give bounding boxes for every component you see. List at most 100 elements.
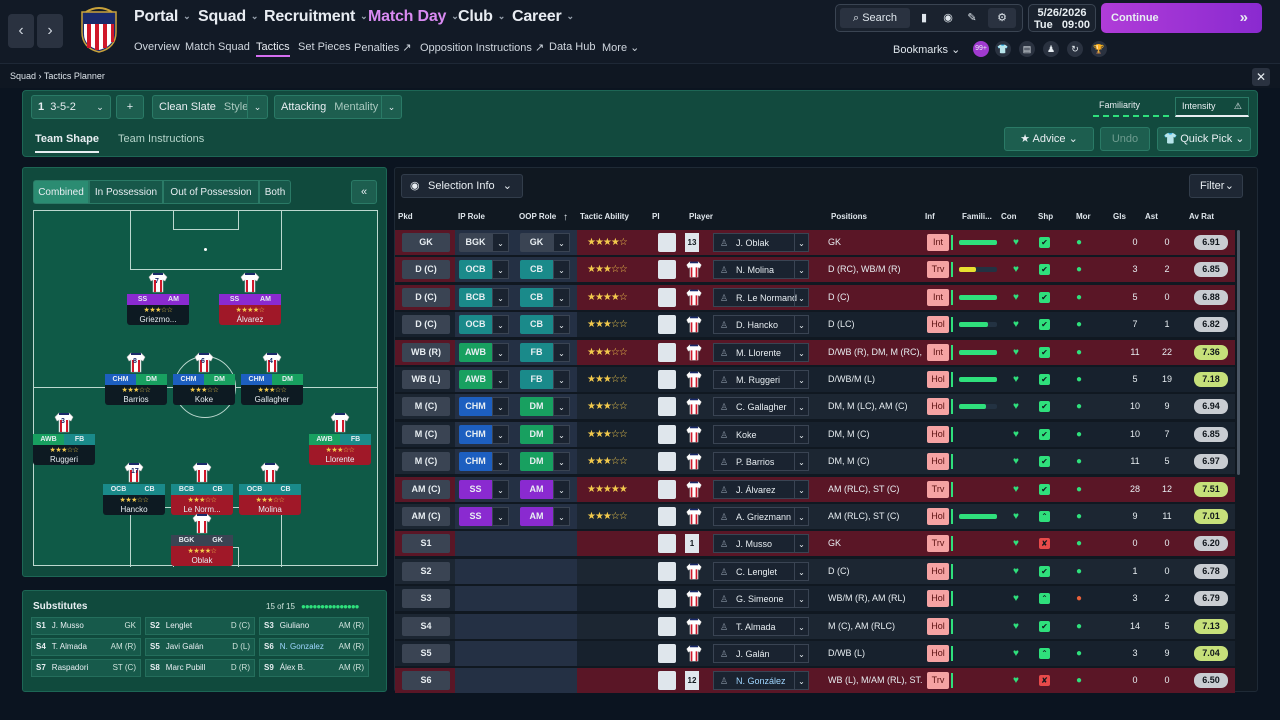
ip-role-badge[interactable]: BGK [459,233,492,252]
column-header[interactable]: Gls [1113,212,1126,221]
player-instructions-icon[interactable] [658,507,676,526]
picked-position-button[interactable]: D (C) [402,287,450,307]
table-row[interactable]: M (C) CHM ⌄ DM ⌄ ★★★☆☆ ♙ Koke ⌄ DM, M (C) Hol ♥ ✔ ● 10… [395,421,1235,447]
chevron-down-icon[interactable]: ⌄ [553,479,570,499]
pitch-player[interactable]: SS AM ★★★☆☆ Griezmo... 7 [127,271,189,325]
substitute-item[interactable]: S6 N. Gonzalez AM (R) [259,638,369,656]
chevron-down-icon[interactable]: ⌄ [553,260,570,280]
pitch-player[interactable]: OCB CB ★★★☆☆ Molina [239,461,301,515]
pitch-player[interactable]: CHM DM ★★★☆☆ Barrios 8 [105,351,167,405]
column-header[interactable]: Inf [925,212,935,221]
column-header[interactable]: Pkd [398,212,413,221]
column-header[interactable]: Positions [831,212,868,221]
picked-position-button[interactable]: S2 [402,561,450,581]
submenu-opposition-instructions[interactable]: Opposition Instructions ↗ [420,42,545,54]
player-instructions-icon[interactable] [658,315,676,335]
pitch-player[interactable]: AWB FB ★★★☆☆ Llorente [309,411,371,465]
oop-role-badge[interactable]: DM [520,397,553,417]
column-header[interactable]: Con [1001,212,1017,221]
chevron-down-icon[interactable]: ⌄ [492,315,509,335]
pitch-player[interactable]: BCB CB ★★★☆☆ Le Norm... [171,461,233,515]
player-select[interactable]: ♙ D. Hancko ⌄ [713,315,809,335]
picked-position-button[interactable]: S1 [402,534,450,554]
player-instructions-icon[interactable] [658,370,676,389]
ip-role-badge[interactable]: AWB [459,342,492,362]
chevron-down-icon[interactable]: ⌄ [492,287,509,307]
column-header[interactable]: OOP Role [519,212,557,221]
picked-position-button[interactable]: S3 [402,589,450,609]
table-row[interactable]: AM (C) SS ⌄ AM ⌄ ★★★☆☆ ♙ A. Griezmann ⌄ AM (RLC),… [395,504,1235,529]
chevron-down-icon[interactable]: ⌄ [492,342,509,362]
player-select[interactable]: ♙ G. Simeone ⌄ [713,589,809,609]
chevron-down-icon[interactable]: ⌄ [492,424,509,444]
trophy-icon[interactable]: 🏆 [1091,41,1107,57]
column-header[interactable]: IP Role [458,212,485,221]
table-row[interactable]: S3 ♙ G. Simeone ⌄ WB/M (R), AM (RL) Hol ♥ ⌃ ● 3 2 6… [395,586,1235,612]
pitch-tab-out-of-possession[interactable]: Out of Possession [163,180,259,204]
pitch-tab-combined[interactable]: Combined [33,180,89,204]
menu-squad[interactable]: Squad ⌄ [198,8,259,25]
column-header[interactable]: Tactic Ability [580,212,629,221]
player-instructions-icon[interactable] [658,233,676,252]
table-row[interactable]: M (C) CHM ⌄ DM ⌄ ★★★☆☆ ♙ C. Gallagher ⌄ DM, M (LC… [395,394,1235,420]
player-select[interactable]: ♙ R. Le Normand ⌄ [713,287,809,307]
player-instructions-icon[interactable] [658,561,676,581]
column-header[interactable]: Mor [1076,212,1091,221]
familiarity-meter[interactable]: Familiarity [1093,97,1169,117]
ip-role-badge[interactable]: CHM [459,424,492,444]
picked-position-button[interactable]: GK [402,233,450,252]
player-select[interactable]: ♙ A. Griezmann ⌄ [713,507,809,526]
notification-badge[interactable]: 99+ [973,41,989,57]
table-row[interactable]: GK BGK ⌄ GK ⌄ ★★★★☆ 13 ♙ J. Oblak ⌄ GK Int ♥ ✔ ● 0 0 6.91 [395,230,1235,255]
player-select[interactable]: ♙ M. Ruggeri ⌄ [713,370,809,389]
pitch-tab-in-possession[interactable]: In Possession [89,180,163,204]
chevron-down-icon[interactable]: ⌄ [492,397,509,417]
pitch-player[interactable]: OCB CB ★★★☆☆ Hancko 17 [103,461,165,515]
table-row[interactable]: S4 ♙ T. Almada ⌄ M (C), AM (RLC) Hol ♥ ✔ ● 14 5 7.1… [395,613,1235,639]
picked-position-button[interactable]: WB (R) [402,342,450,362]
chevron-down-icon[interactable]: ⌄ [553,342,570,362]
player-select[interactable]: ♙ P. Barrios ⌄ [713,452,809,472]
submenu-match-squad[interactable]: Match Squad [185,41,250,53]
formation-select[interactable]: 1 3-5-2 ⌄ [31,95,111,119]
table-row[interactable]: D (C) BCB ⌄ CB ⌄ ★★★★☆ ♙ R. Le Normand ⌄ D (C) Int… [395,284,1235,310]
table-row[interactable]: S2 ♙ C. Lenglet ⌄ D (C) Hol ♥ ✔ ● 1 0 6.78 [395,558,1235,584]
sort-arrow-icon[interactable]: ↑ [563,212,568,223]
oop-role-badge[interactable]: AM [520,479,553,499]
picked-position-button[interactable]: AM (C) [402,507,450,526]
breadcrumb-squad[interactable]: Squad [10,71,37,81]
pen-icon[interactable]: ✎ [967,12,977,24]
add-tactic-button[interactable]: + [116,95,144,119]
menu-club[interactable]: Club ⌄ [458,8,506,25]
submenu-data-hub[interactable]: Data Hub [549,41,596,53]
filter-button[interactable]: Filter ⌄ [1189,174,1243,198]
player-instructions-icon[interactable] [658,397,676,417]
mentality-select[interactable]: Attacking Mentality ⌄ [274,95,402,119]
menu-portal[interactable]: Portal ⌄ [134,8,191,25]
player-select[interactable]: ♙ J. Galán ⌄ [713,644,809,663]
bookmarks-menu[interactable]: Bookmarks ⌄ [893,44,961,56]
substitute-item[interactable]: S2 Lenglet D (C) [145,617,255,635]
substitute-item[interactable]: S1 J. Musso GK [31,617,141,635]
oop-role-badge[interactable]: GK [520,233,553,252]
substitute-item[interactable]: S9 Álex B. AM (R) [259,659,369,677]
oop-role-badge[interactable]: DM [520,452,553,472]
chevron-down-icon[interactable]: ⌄ [492,507,509,526]
player-instructions-icon[interactable] [658,616,676,636]
player-instructions-icon[interactable] [658,452,676,472]
back-button[interactable]: ‹ [8,14,34,48]
player-instructions-icon[interactable] [658,671,676,691]
intensity-meter[interactable]: Intensity ⚠ [1175,97,1249,117]
globe-icon[interactable]: ◉ [943,12,953,24]
picked-position-button[interactable]: S4 [402,616,450,636]
tab-team-shape[interactable]: Team Shape [35,133,99,153]
selection-info-button[interactable]: ◉ Selection Info ⌄ [401,174,523,198]
pitch-tab-both[interactable]: Both [259,180,291,204]
oop-role-badge[interactable]: FB [520,370,553,389]
ip-role-badge[interactable]: AWB [459,370,492,389]
collapse-panel-button[interactable]: « [351,180,377,204]
ip-role-badge[interactable]: OCB [459,260,492,280]
picked-position-button[interactable]: M (C) [402,452,450,472]
player-select[interactable]: ♙ N. Molina ⌄ [713,260,809,280]
date-display[interactable]: 5/26/2026 Tue 09:00 [1028,4,1096,32]
